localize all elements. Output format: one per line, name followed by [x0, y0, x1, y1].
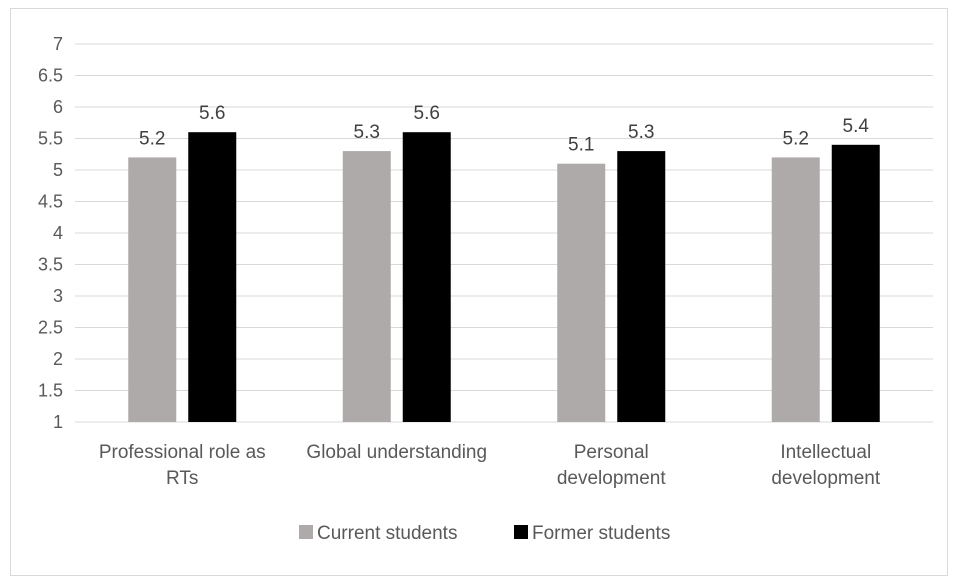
y-tick-label: 7: [53, 34, 63, 54]
y-tick-label: 4.5: [38, 192, 63, 212]
y-tick-label: 2.5: [38, 318, 63, 338]
category-label: Global understanding: [306, 442, 487, 463]
data-label: 5.1: [568, 135, 594, 156]
y-tick-label: 3: [53, 286, 63, 306]
y-tick-label: 4: [53, 223, 63, 243]
bar-former-students: [617, 151, 666, 422]
y-tick-label: 5.5: [38, 129, 63, 149]
legend-label: Former students: [532, 523, 670, 544]
legend-label: Current students: [317, 523, 457, 544]
bar-current-students: [128, 157, 177, 422]
y-tick-label: 3.5: [38, 255, 63, 275]
bar-chart: 11.522.533.544.555.566.57 5.25.65.35.65.…: [38, 34, 933, 544]
y-tick-label: 1.5: [38, 381, 63, 401]
legend-swatch: [514, 525, 528, 539]
x-axis-category-labels: Professional role as RTs Global understand…: [99, 442, 881, 489]
data-label: 5.6: [199, 103, 225, 124]
data-label: 5.3: [354, 122, 380, 143]
bar-current-students: [771, 157, 820, 422]
bar-current-students: [342, 151, 391, 422]
chart-frame: 1 1.5 2 2.5 3 3.5 4 4.5 5 5.5 6 6.5 7 5.2 5.6 5.3 5.6 5.…: [10, 8, 948, 576]
category-label: development: [771, 468, 881, 489]
y-tick-label: 5: [53, 160, 63, 180]
category-label: development: [557, 468, 667, 489]
y-tick-label: 2: [53, 349, 63, 369]
data-labels: 5.2 5.6 5.3 5.6 5.1 5.3 5.2 5.4: [139, 103, 869, 156]
category-label: Personal: [574, 442, 649, 463]
bar-former-students: [831, 144, 880, 423]
data-label: 5.3: [628, 122, 654, 143]
data-label: 5.6: [414, 103, 440, 124]
legend: Current students Former students: [299, 523, 670, 544]
bar-former-students: [188, 132, 237, 422]
y-tick-label: 6: [53, 97, 63, 117]
data-label: 5.2: [139, 128, 165, 149]
category-label: RTs: [166, 468, 198, 489]
bar-former-students: [402, 132, 451, 422]
data-label: 5.4: [843, 116, 870, 137]
y-tick-label: 6.5: [38, 66, 63, 86]
data-label: 5.2: [783, 128, 809, 149]
legend-swatch: [299, 525, 313, 539]
bar-current-students: [557, 163, 606, 422]
y-axis-tick-labels: 1 1.5 2 2.5 3 3.5 4 4.5 5 5.5 6 6.5 7: [38, 34, 63, 432]
category-label: Intellectual: [780, 442, 871, 463]
y-tick-label: 1: [53, 412, 63, 432]
category-label: Professional role as: [99, 442, 266, 463]
bars: [128, 132, 880, 423]
